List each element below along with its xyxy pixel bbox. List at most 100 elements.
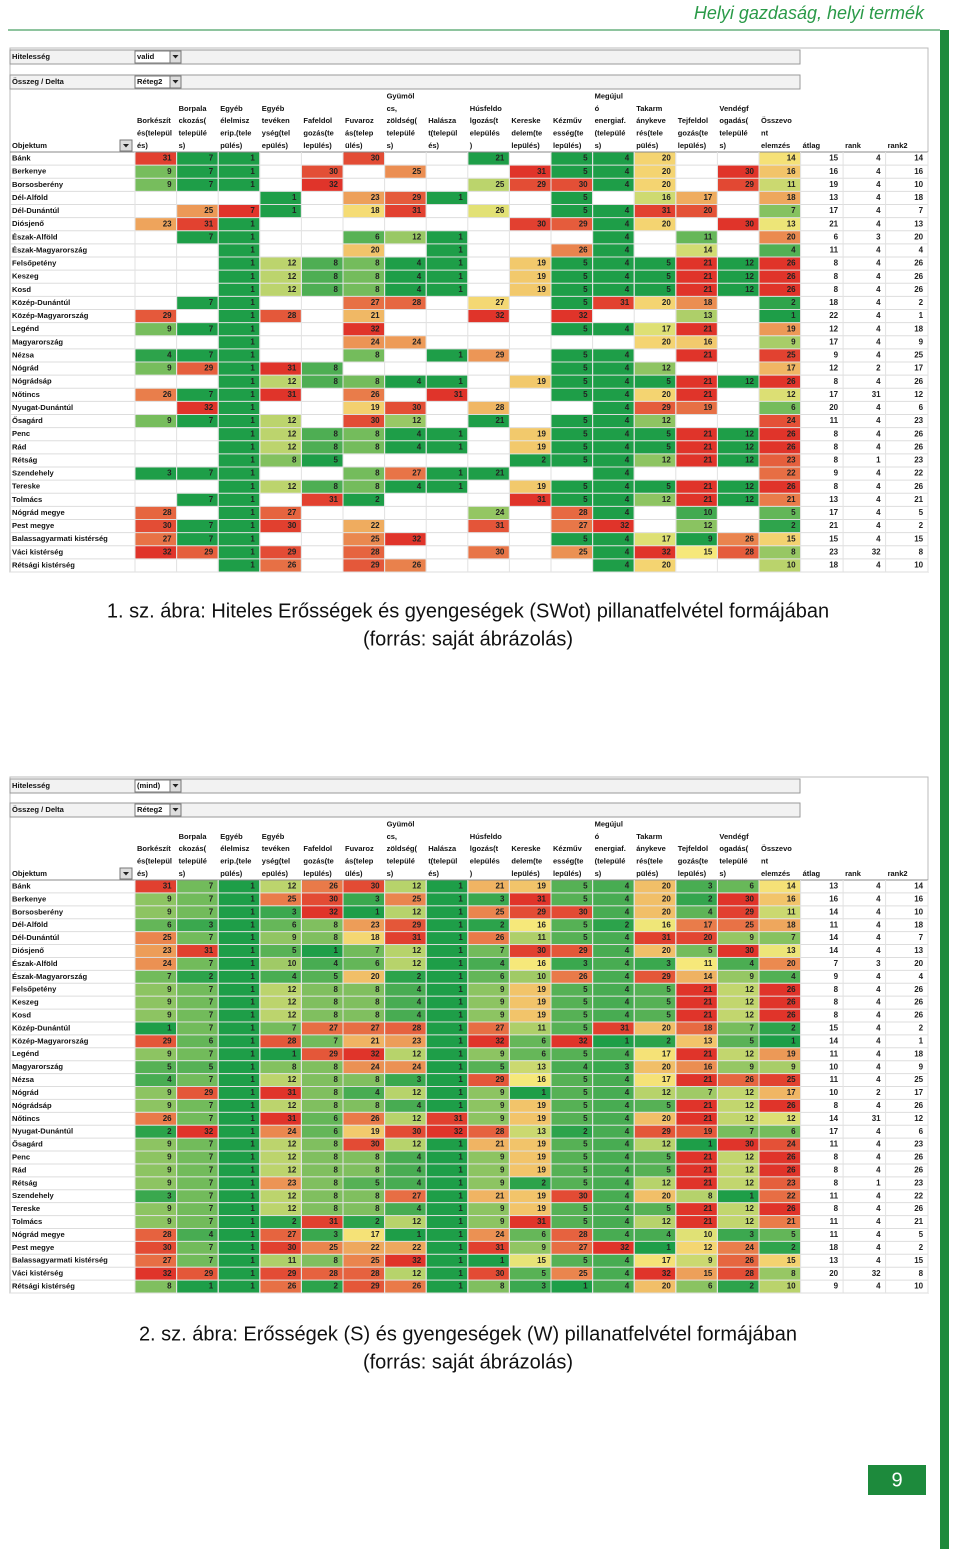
running-title: Helyi gazdaság, helyi termék bbox=[694, 3, 925, 23]
cell-value: 1 bbox=[458, 985, 463, 994]
cell-value: 1 bbox=[250, 403, 255, 412]
cell-value: 20 bbox=[787, 959, 796, 968]
cell-value: 26 bbox=[495, 933, 504, 942]
heat-cell bbox=[509, 1061, 551, 1074]
heat-cell bbox=[426, 1138, 468, 1151]
cell-value: 21 bbox=[703, 285, 712, 294]
heat-cell bbox=[135, 218, 177, 231]
cell-value: 4 bbox=[876, 1166, 881, 1175]
filter-name: Hitelesség bbox=[12, 781, 50, 790]
heat-cell bbox=[468, 401, 509, 414]
heat-cell bbox=[593, 178, 634, 191]
cell-value: 7 bbox=[209, 882, 214, 891]
heat-cell bbox=[634, 996, 676, 1009]
heat-cell bbox=[218, 919, 260, 932]
cell-value: 15 bbox=[537, 1256, 546, 1265]
cell-value: 2 bbox=[919, 1243, 924, 1252]
column-header: lepülés) bbox=[303, 869, 332, 878]
heat-cell bbox=[551, 1009, 593, 1022]
cell-value: 1 bbox=[250, 324, 255, 333]
cell-value: 1 bbox=[250, 561, 255, 570]
row-label: Borsosberény bbox=[12, 180, 64, 189]
heat-cell bbox=[260, 506, 301, 519]
heat-cell bbox=[717, 957, 759, 970]
cell-value: 30 bbox=[329, 167, 338, 176]
heat-cell bbox=[634, 1035, 676, 1048]
heat-cell bbox=[551, 1125, 593, 1138]
cell-value: 17 bbox=[703, 193, 712, 202]
heat-cell bbox=[218, 880, 260, 893]
heat-cell bbox=[426, 1009, 468, 1022]
column-header: élelmisz bbox=[220, 116, 249, 125]
heat-cell bbox=[343, 323, 385, 336]
row-label: Bánk bbox=[12, 154, 31, 163]
cell-value: 3 bbox=[375, 894, 380, 903]
cell-value: 27 bbox=[287, 1230, 296, 1239]
cell-value: 7 bbox=[209, 1075, 214, 1084]
heat-cell bbox=[218, 1164, 260, 1177]
column-header: nt bbox=[761, 857, 769, 866]
heat-cell bbox=[676, 1022, 717, 1035]
cell-value: 16 bbox=[537, 1075, 546, 1084]
cell-value: 1 bbox=[250, 1204, 255, 1213]
row-label: Diósjenő bbox=[12, 219, 44, 228]
heat-cell bbox=[343, 957, 385, 970]
cell-value: 21 bbox=[703, 429, 712, 438]
cell-value: 9 bbox=[167, 364, 172, 373]
heat-cell bbox=[177, 945, 218, 957]
heat-cell bbox=[759, 493, 801, 506]
heat-cell bbox=[676, 1280, 717, 1293]
column-header: esség(te bbox=[553, 129, 583, 138]
heat-cell bbox=[468, 1203, 509, 1216]
heat-cell bbox=[634, 362, 676, 375]
heat-cell bbox=[177, 1267, 218, 1280]
cell-value: 6 bbox=[500, 972, 505, 981]
heat-cell bbox=[385, 375, 426, 388]
cell-value: 5 bbox=[583, 154, 588, 163]
cell-value: 5 bbox=[583, 1101, 588, 1110]
heat-cell bbox=[759, 191, 801, 204]
cell-value: 1 bbox=[458, 272, 463, 281]
heat-cell bbox=[759, 1280, 801, 1293]
heat-cell bbox=[343, 283, 385, 296]
heat-cell bbox=[551, 375, 593, 388]
cell-value: 14 bbox=[703, 246, 712, 255]
heat-cell bbox=[218, 1241, 260, 1254]
heat-cell bbox=[260, 441, 301, 454]
heat-cell bbox=[260, 270, 301, 283]
heat-cell bbox=[676, 454, 717, 467]
heat-cell bbox=[343, 932, 385, 945]
cell-value: 5 bbox=[583, 206, 588, 215]
cell-value: 4 bbox=[876, 1127, 881, 1136]
heat-cell bbox=[385, 1228, 426, 1241]
heat-cell bbox=[177, 1099, 218, 1112]
cell-value: 12 bbox=[745, 272, 754, 281]
cell-value: 27 bbox=[371, 1024, 380, 1033]
heat-cell bbox=[343, 205, 385, 218]
heat-cell bbox=[135, 1099, 177, 1112]
heat-cell bbox=[593, 945, 634, 957]
heat-cell bbox=[260, 970, 301, 983]
heat-cell bbox=[260, 388, 301, 401]
heat-cell bbox=[676, 1190, 717, 1203]
heat-cell bbox=[301, 932, 343, 945]
cell-value: 8 bbox=[834, 429, 839, 438]
cell-value: 21 bbox=[703, 1217, 712, 1226]
column-header: zöldség( bbox=[387, 844, 418, 853]
cell-value: 23 bbox=[371, 920, 380, 929]
heat-cell bbox=[385, 1280, 426, 1293]
cell-value: 6 bbox=[708, 1282, 713, 1291]
heat-cell bbox=[759, 1216, 801, 1228]
cell-value: 1 bbox=[458, 972, 463, 981]
heat-cell bbox=[426, 244, 468, 257]
heat-cell bbox=[468, 1216, 509, 1228]
heat-cell bbox=[135, 1112, 177, 1125]
cell-value: 17 bbox=[914, 364, 923, 373]
heat-cell bbox=[301, 1112, 343, 1125]
cell-value: 29 bbox=[329, 1049, 338, 1058]
heat-cell bbox=[260, 932, 301, 945]
cell-value: 10 bbox=[829, 1088, 838, 1097]
cell-value: 9 bbox=[292, 933, 297, 942]
heat-cell bbox=[426, 1203, 468, 1216]
heat-cell bbox=[717, 1099, 759, 1112]
